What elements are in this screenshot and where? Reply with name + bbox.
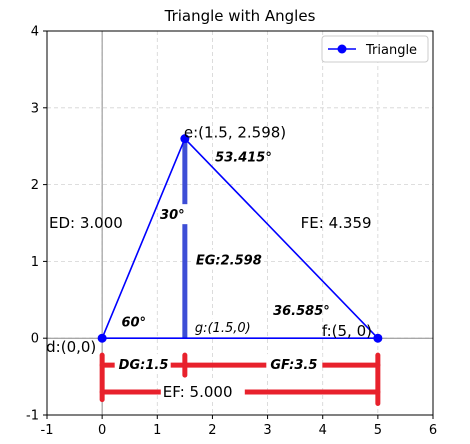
x-tick-label: 3: [263, 423, 271, 438]
x-tick-label: 0: [98, 423, 106, 438]
side-label-ef-background: [160, 380, 245, 401]
segment-label-background: [114, 354, 171, 373]
side-label-ef: EF: 5.000: [163, 383, 233, 401]
vertex-label-f: f:(5, 0): [322, 322, 372, 340]
y-tick-label: -1: [26, 409, 39, 424]
legend: Triangle: [321, 35, 429, 63]
x-tick-label: 5: [374, 423, 382, 438]
triangle-point: [180, 134, 190, 144]
triangle-point: [97, 333, 107, 343]
plot-frame: [46, 30, 434, 416]
angle-label: 60°: [121, 316, 146, 331]
foot-label-background: [191, 318, 252, 337]
y-tick-label: 3: [31, 101, 39, 116]
y-tick-label: 0: [31, 332, 39, 347]
segment-label: DG:1.5: [119, 358, 169, 373]
altitude-label: EG:2.598: [196, 254, 262, 269]
side-label-fe: FE: 4.359: [301, 214, 372, 232]
angle-label-background: [159, 204, 190, 225]
angle-label: 53.415°: [215, 151, 272, 166]
side-label-ed: ED: 3.000: [49, 214, 123, 232]
triangle-point: [373, 333, 383, 343]
segment-label: GF:3.5: [270, 358, 317, 373]
altitude-label-background: [191, 249, 264, 270]
x-tick-label: 2: [208, 423, 216, 438]
legend-marker: [337, 44, 347, 54]
triangle-line: [101, 137, 380, 340]
angle-label: 36.585°: [273, 304, 330, 319]
angle-label: 30°: [160, 208, 185, 223]
x-tick-label: 1: [153, 423, 161, 438]
legend-box: [321, 35, 429, 63]
segment-label-background: [266, 354, 323, 373]
chart-title: Triangle with Angles: [164, 7, 316, 25]
x-tick-label: 4: [319, 423, 327, 438]
legend-label: Triangle: [365, 43, 417, 58]
x-tick-label: -1: [41, 423, 54, 438]
vertex-label-d: d:(0,0): [46, 338, 96, 356]
series-triangle: [97, 134, 383, 343]
vertex-label-e: e:(1.5, 2.598): [184, 124, 286, 142]
y-tick-label: 4: [31, 25, 39, 40]
axis-ticks: -1 0 1 2 3 4 5 6 -1 0 1 2 3 4: [26, 25, 437, 439]
y-tick-label: 2: [31, 178, 39, 193]
x-tick-label: 6: [429, 423, 437, 438]
y-tick-label: 1: [31, 255, 39, 270]
annotation-labels: d:(0,0) f:(5, 0) e:(1.5, 2.598) ED: 3.000 FE…: [46, 124, 372, 401]
foot-label: g:(1.5,0): [195, 321, 251, 336]
